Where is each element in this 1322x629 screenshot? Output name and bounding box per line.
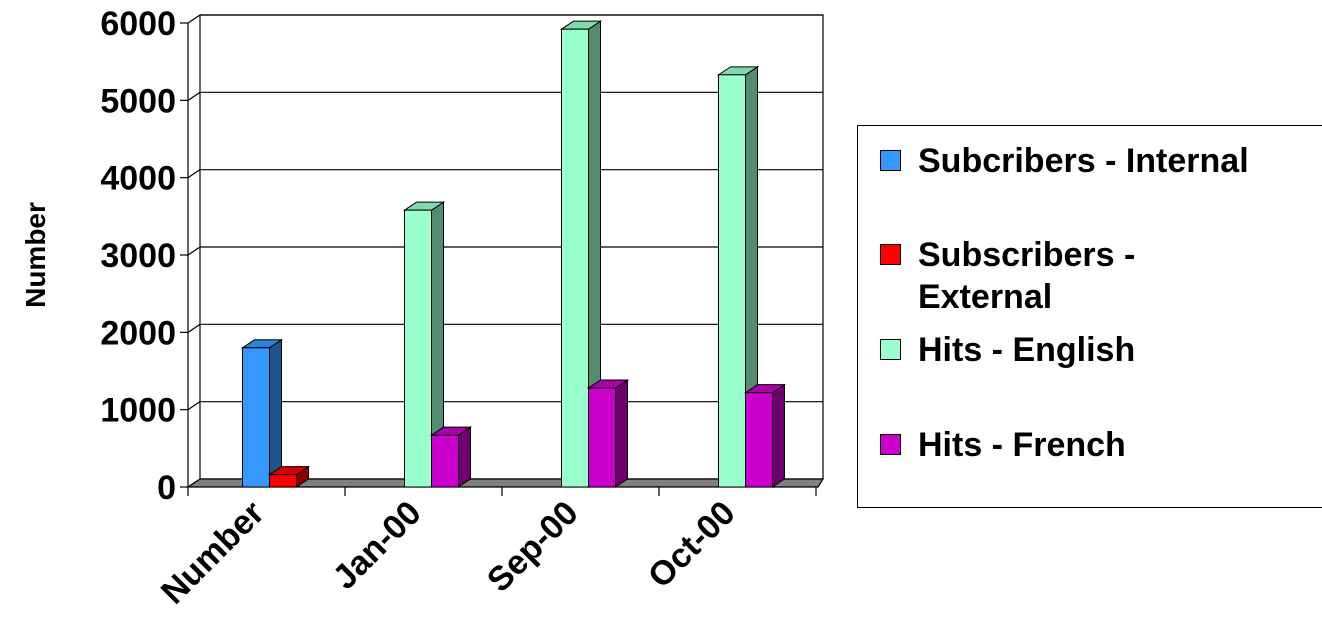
legend-item-hits-french: Hits - French [880,424,1126,466]
y-tick-label: 1000 [100,392,176,430]
side-wall-line [187,169,201,179]
y-tick-label: 5000 [100,82,176,120]
bar-hits-english-oct-00 [716,65,760,488]
side-wall-line [187,91,201,101]
legend-swatch-subscribers-internal [880,150,901,171]
x-tick-label: Jan-00 [326,494,429,597]
legend-swatch-subscribers-external [880,244,901,265]
bar-hits-english-jan-00 [402,201,446,488]
legend-item-subscribers-internal: Subcribers - Internal [880,140,1249,182]
y-tick-label: 2000 [100,314,176,352]
legend-item-hits-english: Hits - English [880,329,1135,371]
y-tick-label: 4000 [100,160,176,198]
bar-subscribers-external-number [267,465,311,488]
y-axis-title: Number [20,202,51,308]
bar-hits-english-sep-00 [559,20,603,488]
legend: Subcribers - Internal Subscribers - Exte… [857,125,1322,508]
bar-hits-french-sep-00 [586,379,630,488]
legend-swatch-hits-french [880,434,901,455]
bar-subcribers-internal-number [240,338,284,488]
legend-label: Subscribers - External [918,236,1136,316]
y-tick-label: 0 [157,469,176,507]
y-tick-label: 3000 [100,237,176,275]
x-tick-label: Sep-00 [480,494,586,600]
side-wall-line [187,323,201,333]
legend-label: Subcribers - Internal [918,142,1249,180]
y-tick-label: 6000 [100,5,176,43]
side-wall-line [187,14,201,24]
x-tick-label: Oct-00 [641,494,743,596]
legend-label: Hits - English [918,331,1136,369]
legend-item-subscribers-external: Subscribers - External [880,234,1208,318]
side-wall-line [187,246,201,256]
bar-hits-french-oct-00 [743,383,787,488]
x-tick-label: Number [154,494,272,612]
side-wall-line [187,401,201,411]
legend-swatch-hits-english [880,339,901,360]
bar-hits-french-jan-00 [429,426,473,488]
legend-label: Hits - French [918,426,1126,464]
